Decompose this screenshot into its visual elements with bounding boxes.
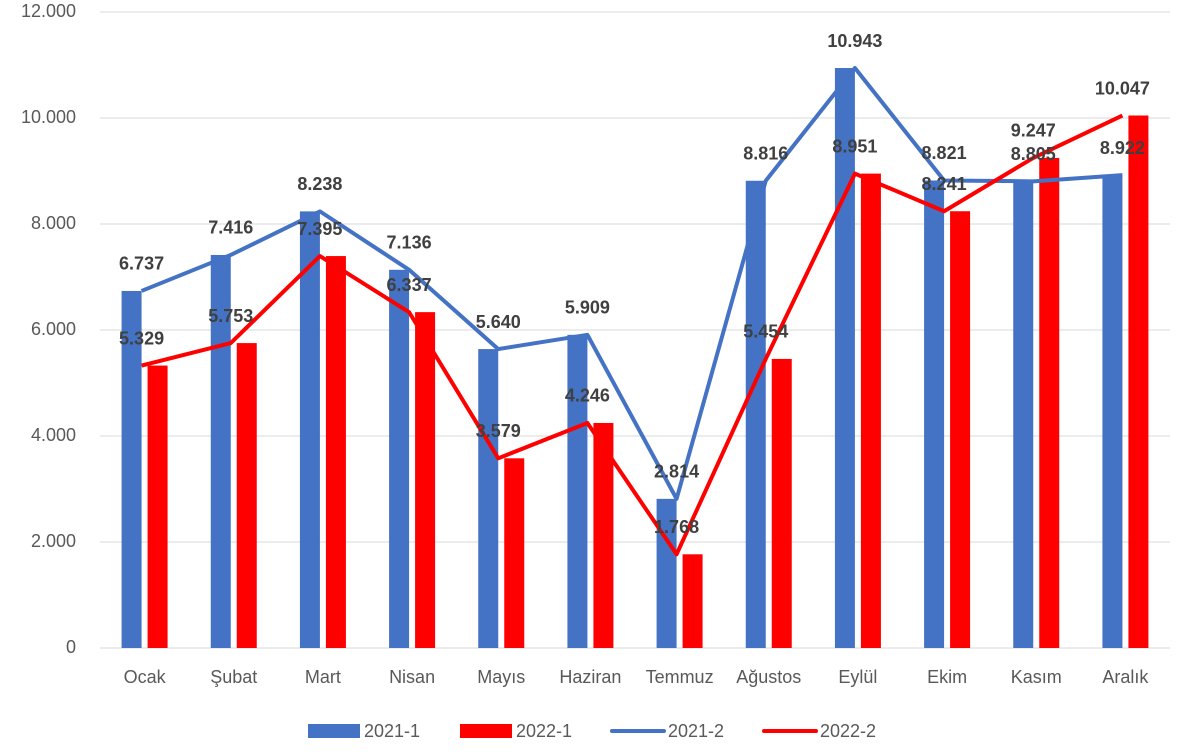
data-label: 7.416	[208, 218, 253, 238]
x-tick-label: Nisan	[389, 667, 435, 687]
data-label: 8.951	[832, 136, 877, 156]
legend-label: 2021-2	[668, 721, 724, 741]
data-label: 7.136	[387, 233, 432, 253]
x-tick-label: Şubat	[210, 667, 257, 687]
data-label: 5.640	[476, 312, 521, 332]
bar	[299, 211, 320, 649]
bar	[147, 365, 168, 648]
legend-swatch	[308, 724, 360, 738]
bar	[860, 173, 881, 649]
x-tick-label: Ekim	[927, 667, 967, 687]
bar	[236, 343, 257, 648]
data-label: 8.821	[922, 143, 967, 163]
bar	[121, 290, 142, 648]
y-tick-label: 10.000	[21, 107, 76, 127]
data-label: 5.753	[208, 306, 253, 326]
legend-label: 2021-1	[364, 721, 420, 741]
x-tick-label: Ağustos	[736, 667, 801, 687]
x-tick-label: Aralık	[1102, 667, 1149, 687]
y-tick-label: 12.000	[21, 1, 76, 21]
bar	[415, 312, 436, 648]
data-label: 3.579	[476, 421, 521, 441]
data-label: 5.329	[119, 328, 164, 348]
bar	[950, 211, 971, 649]
bar	[771, 358, 792, 648]
bar	[1039, 157, 1060, 648]
bar	[834, 68, 855, 648]
x-tick-label: Mart	[305, 667, 341, 687]
bar	[478, 349, 499, 648]
data-label: 1.768	[654, 517, 699, 537]
bar	[656, 498, 677, 648]
line	[140, 66, 1123, 501]
bar	[567, 334, 588, 648]
bar	[504, 458, 525, 648]
data-label: 4.246	[565, 386, 610, 406]
legend-swatch	[460, 724, 512, 738]
y-tick-label: 2.000	[31, 531, 76, 551]
bar	[1128, 115, 1149, 648]
data-label: 9.247	[1011, 121, 1056, 141]
y-tick-label: 4.000	[31, 425, 76, 445]
data-label: 8.238	[297, 174, 342, 194]
data-label: 6.737	[119, 254, 164, 274]
bar	[682, 554, 703, 648]
data-label: 2.814	[654, 462, 699, 482]
legend-label: 2022-2	[820, 721, 876, 741]
line	[141, 113, 1124, 557]
data-label: 10.943	[827, 31, 882, 51]
bar	[593, 422, 614, 648]
bar	[1102, 175, 1123, 648]
data-label: 8.816	[743, 144, 788, 164]
bar	[389, 269, 410, 648]
y-tick-label: 8.000	[31, 213, 76, 233]
x-tick-label: Temmuz	[646, 667, 714, 687]
bar	[924, 180, 945, 648]
data-label: 5.454	[743, 322, 788, 342]
data-label: 8.805	[1011, 144, 1056, 164]
y-tick-label: 6.000	[31, 319, 76, 339]
data-label: 7.395	[297, 219, 342, 239]
x-tick-label: Eylül	[838, 667, 877, 687]
legend-label: 2022-1	[516, 721, 572, 741]
bar	[325, 256, 346, 648]
x-tick-label: Mayıs	[477, 667, 525, 687]
bar	[745, 180, 766, 648]
data-label: 10.047	[1095, 78, 1150, 98]
y-tick-label: 0	[66, 637, 76, 657]
bar	[1013, 181, 1034, 648]
data-label: 5.909	[565, 298, 610, 318]
data-label: 8.922	[1100, 138, 1145, 158]
data-label: 8.241	[922, 174, 967, 194]
bar	[210, 254, 231, 648]
data-label: 6.337	[387, 275, 432, 295]
x-tick-label: Ocak	[124, 667, 167, 687]
x-tick-label: Haziran	[559, 667, 621, 687]
x-tick-label: Kasım	[1011, 667, 1062, 687]
